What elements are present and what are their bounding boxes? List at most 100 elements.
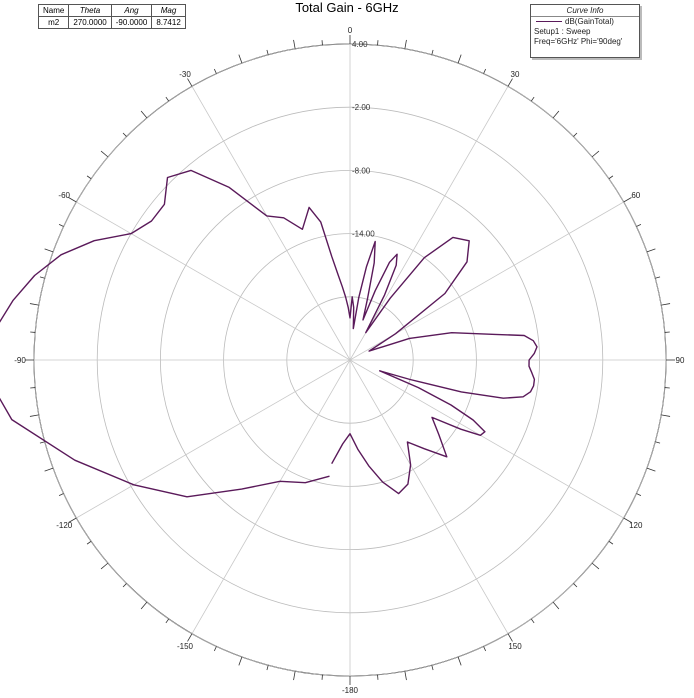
angle-tick xyxy=(165,96,170,102)
angle-tick xyxy=(213,646,217,652)
angle-tick xyxy=(623,517,632,523)
legend-entry: dB(GainTotal) xyxy=(531,17,639,27)
angle-label: 0 xyxy=(348,26,353,35)
angle-label: 60 xyxy=(631,191,640,200)
angle-tick xyxy=(530,96,535,102)
angle-ticks xyxy=(25,35,675,685)
angle-tick xyxy=(507,633,513,642)
angle-tick xyxy=(646,248,656,253)
legend-setup: Setup1 : Sweep xyxy=(534,27,591,36)
curve-info-legend: Curve Info dB(GainTotal) Setup1 : Sweep … xyxy=(530,4,640,58)
marker-header-theta: Theta xyxy=(68,4,112,17)
curve-info-header: Curve Info xyxy=(531,5,639,17)
angle-tick xyxy=(39,276,45,279)
angle-tick xyxy=(530,618,535,624)
angle-tick xyxy=(457,656,462,666)
angle-label: -90 xyxy=(14,356,26,365)
grid-spoke xyxy=(349,359,624,519)
angle-label: -120 xyxy=(56,521,73,530)
marker-ang: -90.0000 xyxy=(110,16,153,29)
angle-tick xyxy=(591,562,600,570)
angle-tick xyxy=(404,39,407,49)
angle-label: 120 xyxy=(629,521,643,530)
angle-tick xyxy=(100,150,109,158)
angle-tick xyxy=(573,583,578,588)
angle-tick xyxy=(39,441,45,444)
angle-tick xyxy=(165,618,170,624)
legend-swatch xyxy=(536,21,562,23)
marker-header-mag: Mag xyxy=(151,4,186,17)
angle-tick xyxy=(58,223,64,227)
angle-tick xyxy=(623,197,632,203)
angle-tick xyxy=(86,540,92,545)
legend-series-label: dB(GainTotal) xyxy=(565,17,614,26)
angle-tick xyxy=(552,110,560,119)
radial-tick-label: -2.00 xyxy=(352,103,371,112)
grid-spoke xyxy=(76,359,351,519)
radial-tick-label: 4.00 xyxy=(352,40,368,49)
angle-tick xyxy=(655,276,661,279)
angle-labels: 0 30 60 90 120 150 -180 -150 -120 -90 -60 -30 xyxy=(14,26,685,695)
angle-tick xyxy=(122,583,127,588)
angle-label: -180 xyxy=(342,686,359,695)
angle-tick xyxy=(187,633,193,642)
angle-tick xyxy=(608,175,614,180)
angle-tick xyxy=(58,493,64,497)
angle-tick xyxy=(266,665,269,671)
chart-title: Total Gain - 6GHz xyxy=(295,0,399,15)
grid-spoke xyxy=(191,86,351,361)
polar-grid xyxy=(33,43,667,677)
grid-spoke xyxy=(349,359,509,634)
angle-tick xyxy=(404,671,407,681)
angle-tick xyxy=(44,467,54,472)
angle-tick xyxy=(187,78,193,87)
series-curves xyxy=(0,169,538,498)
radial-labels: 4.00 -2.00 -8.00 -14.00 xyxy=(352,40,375,239)
angle-tick xyxy=(86,175,92,180)
angle-tick xyxy=(266,49,269,55)
series-line-gain-total xyxy=(0,169,538,498)
angle-tick xyxy=(483,68,487,74)
angle-tick xyxy=(238,54,243,64)
grid-spoke xyxy=(191,359,351,634)
angle-tick xyxy=(68,517,77,523)
marker-header-name: Name xyxy=(37,4,70,17)
angle-tick xyxy=(646,467,656,472)
marker-mag: 8.7412 xyxy=(151,16,186,29)
grid-spoke xyxy=(349,86,509,361)
marker-theta: 270.0000 xyxy=(68,16,112,29)
angle-tick xyxy=(573,132,578,137)
angle-tick xyxy=(293,671,296,681)
angle-tick xyxy=(44,248,54,253)
angle-label: 150 xyxy=(508,642,522,651)
angle-tick xyxy=(122,132,127,137)
angle-tick xyxy=(457,54,462,64)
angle-tick xyxy=(293,39,296,49)
angle-tick xyxy=(591,150,600,158)
angle-tick xyxy=(608,540,614,545)
grid-spoke xyxy=(76,201,351,361)
angle-tick xyxy=(507,78,513,87)
angle-tick xyxy=(29,414,39,417)
angle-tick xyxy=(238,656,243,666)
angle-label: -150 xyxy=(177,642,194,651)
angle-tick xyxy=(431,665,434,671)
angle-label: 30 xyxy=(511,70,520,79)
angle-tick xyxy=(552,601,560,610)
angle-tick xyxy=(29,303,39,306)
angle-tick xyxy=(100,562,109,570)
angle-tick xyxy=(655,441,661,444)
angle-label: -60 xyxy=(58,191,70,200)
angle-tick xyxy=(213,68,217,74)
angle-tick xyxy=(431,49,434,55)
angle-label: -30 xyxy=(179,70,191,79)
marker-name: m2 xyxy=(37,16,70,29)
legend-freq: Freq='6GHz' Phi='90deg' xyxy=(534,37,623,46)
angle-tick xyxy=(661,303,671,306)
angle-tick xyxy=(636,223,642,227)
angle-label: 90 xyxy=(676,356,685,365)
marker-header-ang: Ang xyxy=(110,4,153,17)
radial-tick-label: -8.00 xyxy=(352,166,371,175)
marker-table: Name Theta Ang Mag m2 270.0000 -90.0000 … xyxy=(37,4,186,29)
